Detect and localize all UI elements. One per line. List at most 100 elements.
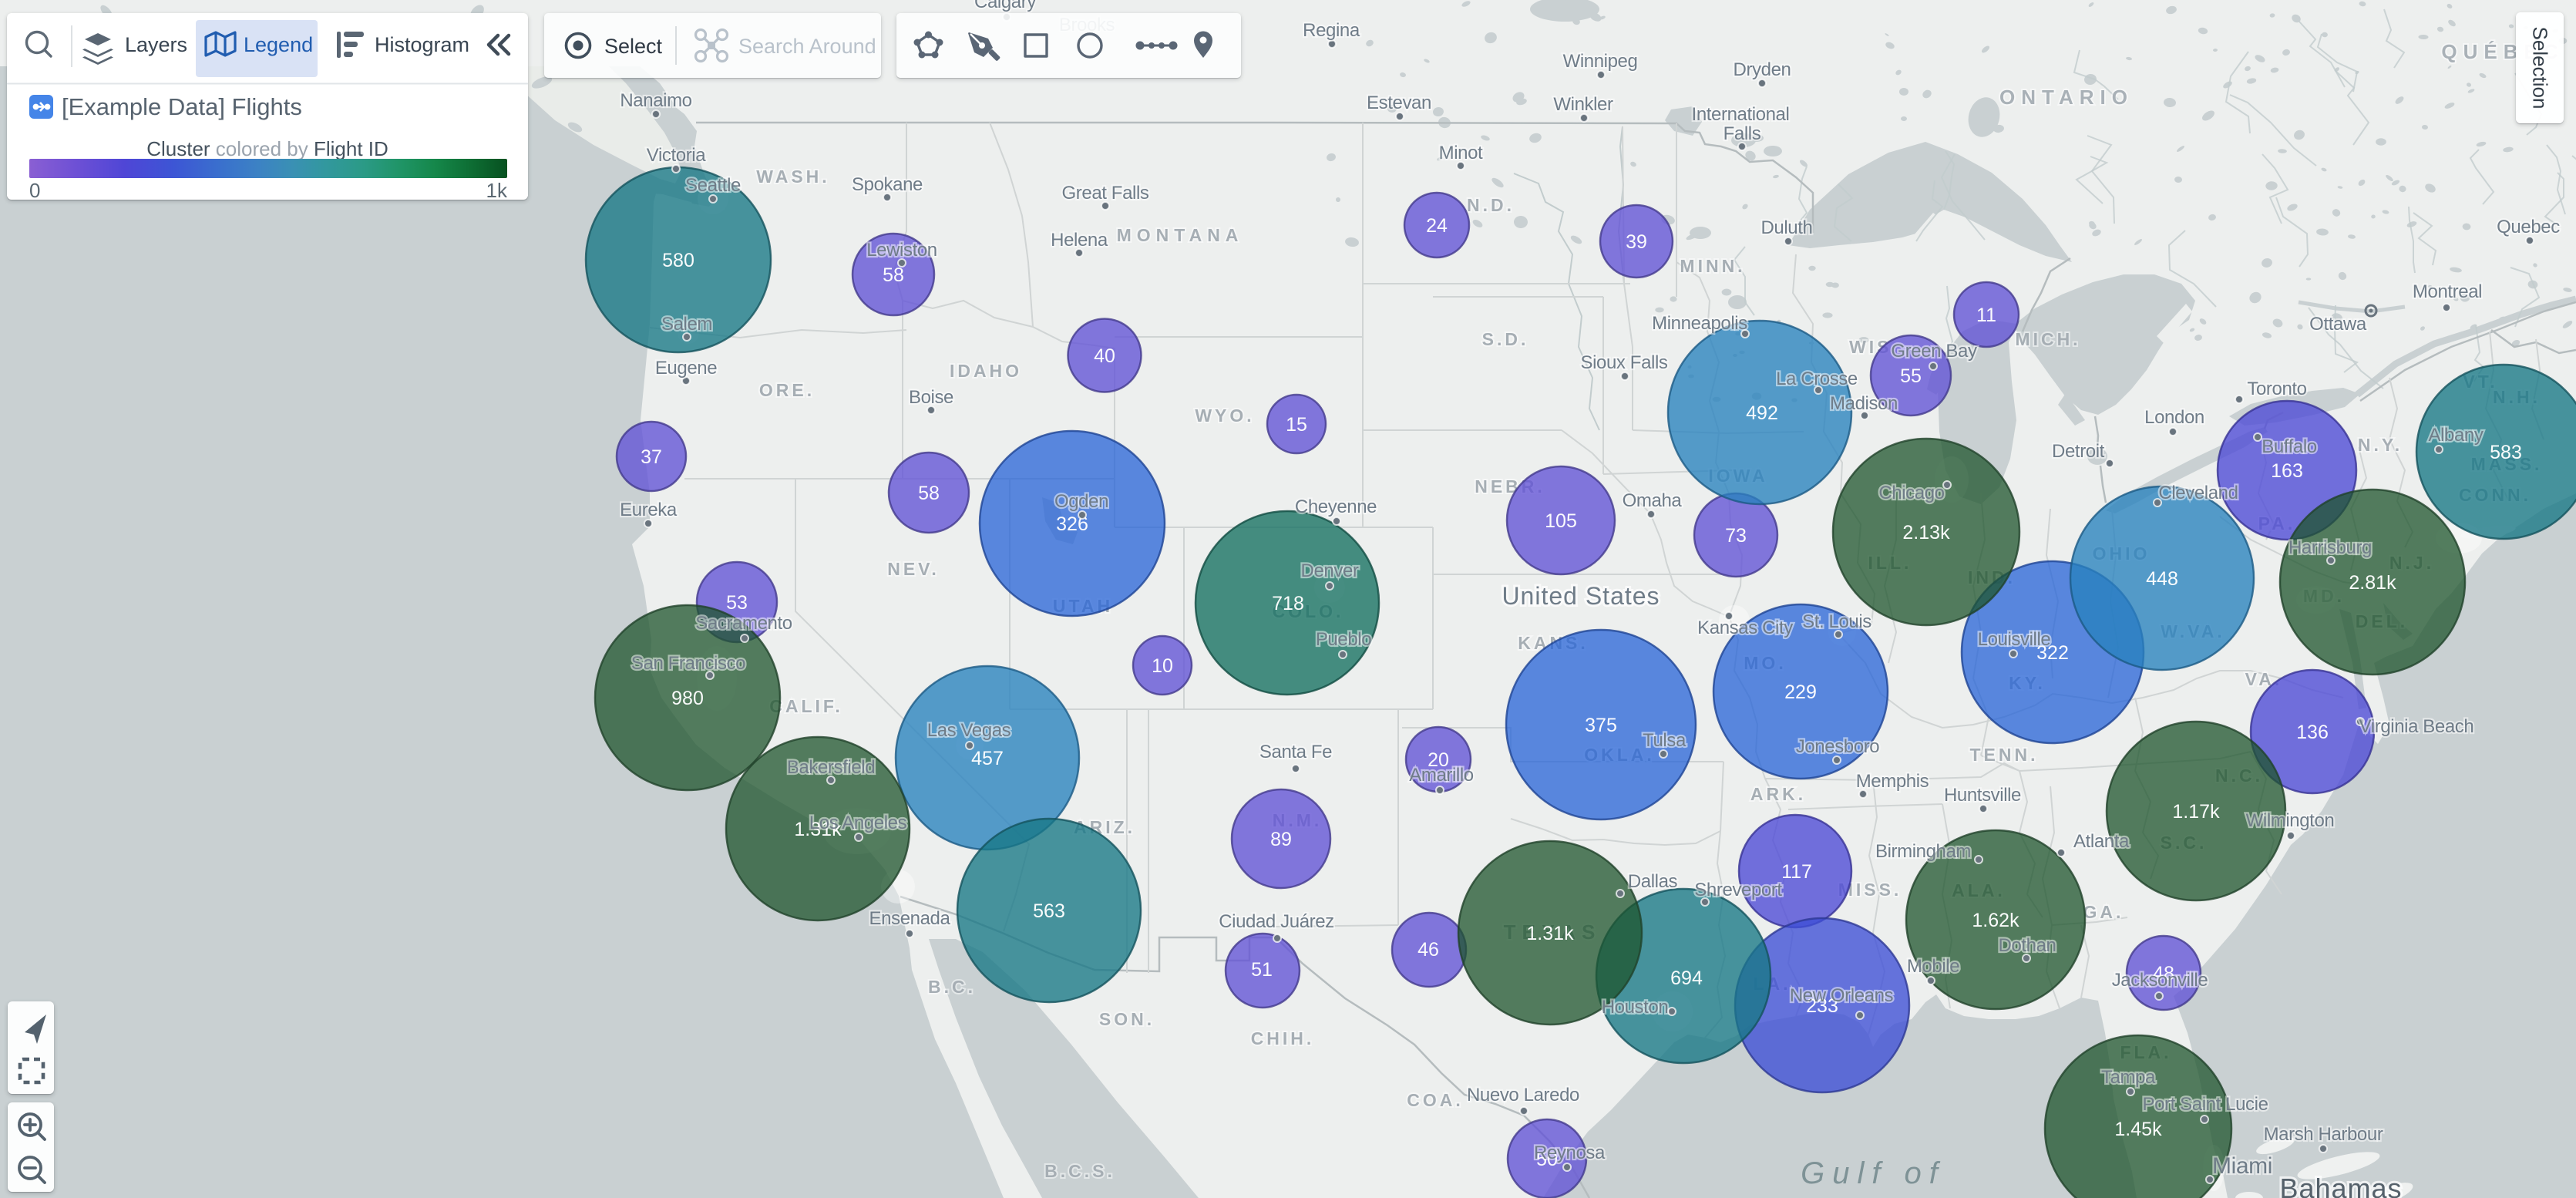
svg-text:MONTANA: MONTANA xyxy=(1117,225,1244,245)
svg-text:Atlanta: Atlanta xyxy=(2073,831,2130,852)
svg-text:Winkler: Winkler xyxy=(1553,94,1613,115)
svg-text:Legend: Legend xyxy=(244,33,313,56)
svg-text:Louisville: Louisville xyxy=(1978,629,2051,650)
svg-text:Minneapolis: Minneapolis xyxy=(1652,313,1747,334)
svg-text:ARK.: ARK. xyxy=(1750,784,1806,804)
svg-text:233: 233 xyxy=(1806,995,1838,1017)
svg-text:24: 24 xyxy=(1426,215,1448,237)
svg-text:980: 980 xyxy=(671,688,704,709)
svg-text:39: 39 xyxy=(1626,231,1647,253)
svg-text:163: 163 xyxy=(2271,460,2303,482)
svg-text:N.Y.: N.Y. xyxy=(2358,435,2403,455)
svg-text:GA.: GA. xyxy=(2083,902,2124,922)
svg-text:58: 58 xyxy=(918,483,940,504)
svg-text:N.D.: N.D. xyxy=(1467,195,1515,215)
svg-text:Toronto: Toronto xyxy=(2247,379,2306,399)
svg-text:718: 718 xyxy=(1272,593,1304,614)
svg-text:Dothan: Dothan xyxy=(1999,935,2056,956)
svg-text:136: 136 xyxy=(2296,722,2329,743)
svg-text:Layers: Layers xyxy=(125,33,187,56)
svg-text:11: 11 xyxy=(1976,305,1996,326)
svg-text:San Francisco: San Francisco xyxy=(631,653,745,674)
svg-text:Buffalo: Buffalo xyxy=(2262,436,2317,457)
svg-text:229: 229 xyxy=(1784,681,1817,703)
svg-text:Kansas City: Kansas City xyxy=(1697,618,1793,638)
svg-text:Nuevo Laredo: Nuevo Laredo xyxy=(1467,1085,1579,1105)
svg-text:Ottawa: Ottawa xyxy=(2309,314,2367,335)
svg-text:Dallas: Dallas xyxy=(1628,871,1678,892)
svg-text:1.45k: 1.45k xyxy=(2114,1119,2162,1140)
svg-text:580: 580 xyxy=(662,250,694,271)
svg-text:Huntsville: Huntsville xyxy=(1944,785,2021,806)
svg-text:583: 583 xyxy=(2490,442,2522,463)
svg-text:492: 492 xyxy=(1746,402,1778,424)
svg-text:Reynosa: Reynosa xyxy=(1534,1142,1606,1163)
svg-text:NEV.: NEV. xyxy=(887,559,940,579)
svg-text:Montreal: Montreal xyxy=(2413,281,2482,302)
svg-text:51: 51 xyxy=(1251,959,1273,981)
svg-text:ORE.: ORE. xyxy=(759,380,815,400)
svg-text:Dryden: Dryden xyxy=(1734,59,1791,80)
svg-text:Virginia Beach: Virginia Beach xyxy=(2359,716,2474,737)
svg-text:Cheyenne: Cheyenne xyxy=(1295,496,1377,517)
svg-text:Salem: Salem xyxy=(661,314,712,335)
svg-text:United States: United States xyxy=(1502,582,1660,610)
svg-text:Bakersfield: Bakersfield xyxy=(787,757,875,778)
svg-text:Jonesboro: Jonesboro xyxy=(1796,736,1880,757)
svg-text:Miami: Miami xyxy=(2212,1153,2272,1179)
svg-text:Jacksonville: Jacksonville xyxy=(2112,970,2208,991)
svg-text:Eureka: Eureka xyxy=(620,500,678,520)
svg-text:563: 563 xyxy=(1033,900,1065,922)
svg-text:Las Vegas: Las Vegas xyxy=(927,720,1011,741)
svg-text:Wilmington: Wilmington xyxy=(2246,810,2335,831)
svg-text:58: 58 xyxy=(883,264,904,286)
svg-text:New Orleans: New Orleans xyxy=(1790,985,1894,1006)
svg-text:2.81k: 2.81k xyxy=(2349,572,2396,594)
svg-text:Pueblo: Pueblo xyxy=(1316,629,1371,650)
svg-text:IDAHO: IDAHO xyxy=(950,361,1022,381)
svg-text:COA.: COA. xyxy=(1407,1090,1464,1110)
svg-text:Select: Select xyxy=(604,35,663,58)
svg-text:Memphis: Memphis xyxy=(1856,771,1929,792)
svg-text:Bahamas: Bahamas xyxy=(2279,1173,2402,1198)
svg-text:Harrisburg: Harrisburg xyxy=(2288,537,2372,558)
svg-text:TENN.: TENN. xyxy=(1970,745,2039,765)
svg-text:1k: 1k xyxy=(486,179,508,200)
svg-text:Victoria: Victoria xyxy=(647,145,706,166)
svg-text:Los Angeles: Los Angeles xyxy=(809,813,907,833)
svg-text:Cluster colored by Flight ID: Cluster colored by Flight ID xyxy=(146,137,388,160)
svg-text:Regina: Regina xyxy=(1303,20,1360,41)
svg-text:Cleveland: Cleveland xyxy=(2158,483,2238,503)
svg-text:Ogden: Ogden xyxy=(1054,491,1108,512)
svg-text:1.31k: 1.31k xyxy=(794,819,842,840)
svg-text:Boise: Boise xyxy=(909,387,953,408)
svg-text:Quebec: Quebec xyxy=(2497,217,2560,237)
svg-text:Great Falls: Great Falls xyxy=(1062,183,1149,204)
svg-text:322: 322 xyxy=(2036,642,2069,664)
svg-text:1.31k: 1.31k xyxy=(1526,923,1574,944)
svg-text:Marsh Harbour: Marsh Harbour xyxy=(2264,1124,2383,1145)
svg-text:Sacramento: Sacramento xyxy=(695,613,792,634)
svg-text:Histogram: Histogram xyxy=(375,33,469,56)
svg-text:Sioux Falls: Sioux Falls xyxy=(1581,352,1668,373)
svg-text:Lewiston: Lewiston xyxy=(866,240,937,261)
svg-text:Duluth: Duluth xyxy=(1761,217,1813,238)
svg-text:Seattle: Seattle xyxy=(685,175,741,196)
svg-text:Ciudad Juárez: Ciudad Juárez xyxy=(1219,911,1334,932)
svg-text:Madison: Madison xyxy=(1830,393,1898,414)
svg-text:Santa Fe: Santa Fe xyxy=(1259,742,1332,762)
svg-text:St. Louis: St. Louis xyxy=(1802,611,1871,632)
svg-text:La Crosse: La Crosse xyxy=(1776,368,1858,389)
svg-text:37: 37 xyxy=(641,446,662,468)
svg-text:B.C.S.: B.C.S. xyxy=(1044,1161,1115,1181)
svg-text:S.D.: S.D. xyxy=(1482,329,1529,349)
svg-text:Calgary: Calgary xyxy=(974,0,1036,12)
svg-text:48: 48 xyxy=(2153,963,2174,984)
svg-text:Eugene: Eugene xyxy=(655,358,717,379)
svg-text:Amarillo: Amarillo xyxy=(1409,765,1474,786)
svg-text:Ensenada: Ensenada xyxy=(869,908,951,929)
svg-text:Omaha: Omaha xyxy=(1623,490,1683,511)
svg-text:73: 73 xyxy=(1725,525,1747,547)
svg-text:Shreveport: Shreveport xyxy=(1694,880,1782,900)
svg-text:MICH.: MICH. xyxy=(2015,329,2080,349)
